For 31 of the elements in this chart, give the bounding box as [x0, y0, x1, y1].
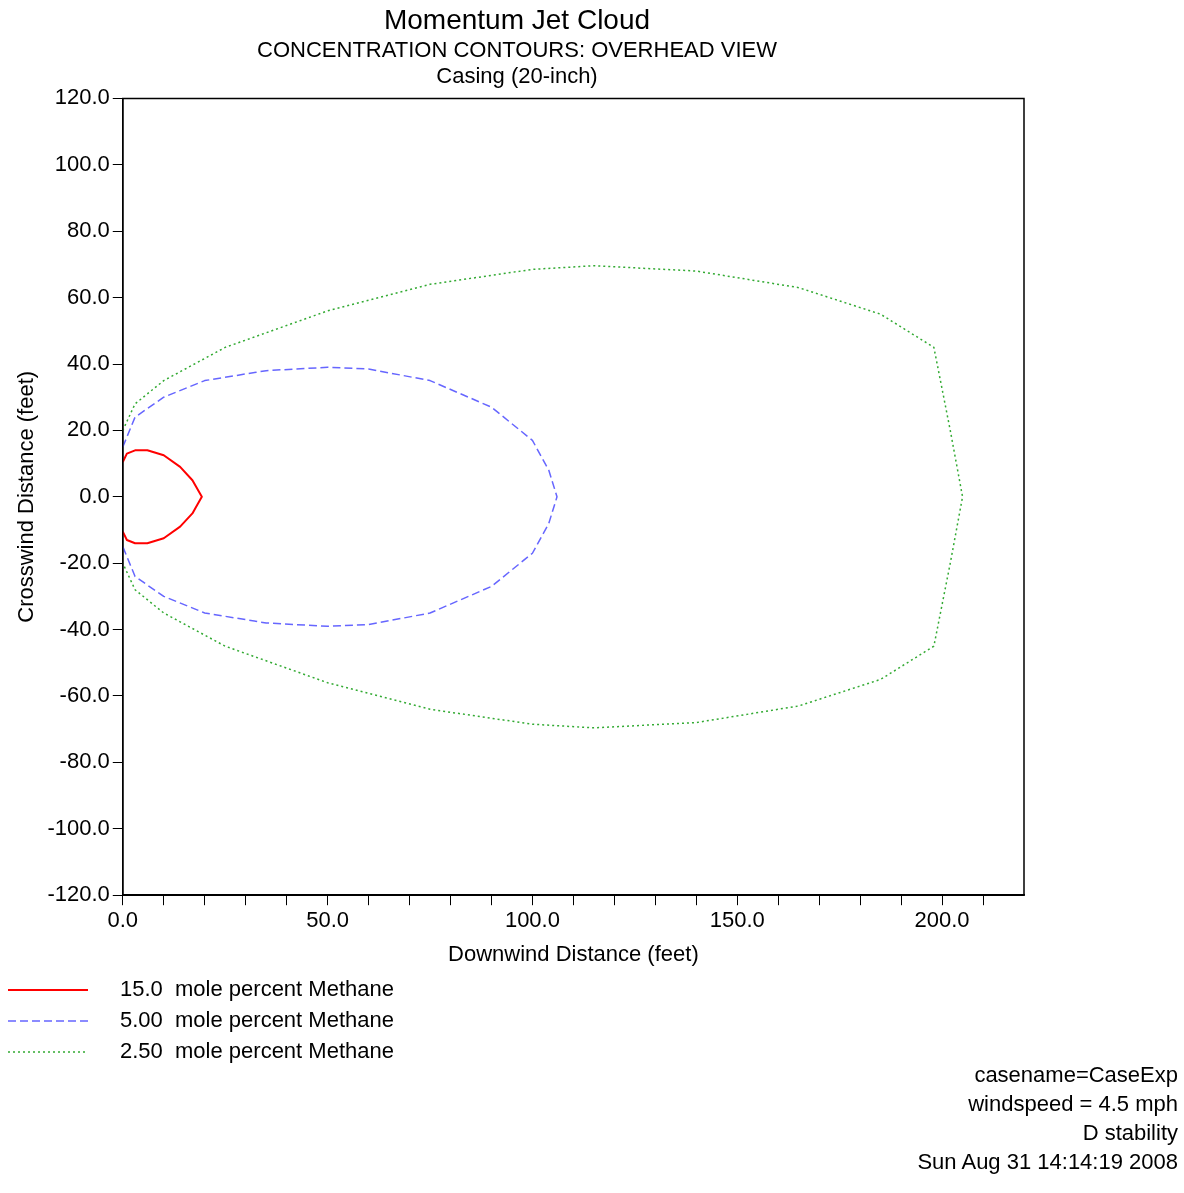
y-tick-label: 100.0	[54, 150, 110, 176]
y-tick-label: -40.0	[59, 615, 110, 641]
y-tick-label: -80.0	[59, 748, 110, 774]
line-series	[122, 366, 558, 628]
legend-label: 5.00 mole percent Methane	[120, 1007, 394, 1033]
chart-subtitle: CONCENTRATION CONTOURS: OVERHEAD VIEW Casing (20-inch)	[257, 36, 778, 89]
y-tick-label: -100.0	[47, 814, 110, 840]
y-tick-label: -20.0	[59, 549, 110, 575]
chart-title: Momentum Jet Cloud	[383, 3, 651, 35]
y-tick-label: 40.0	[66, 350, 110, 376]
y-axis-title: Crosswind Distance (feet)	[13, 370, 39, 623]
x-axis-title: Downwind Distance (feet)	[448, 940, 699, 966]
x-tick-label: 50.0	[306, 907, 350, 933]
text: windspeed = 4.5 mph	[967, 1090, 1178, 1118]
legend-label: 2.50 mole percent Methane	[120, 1038, 394, 1064]
y-tick-label: 120.0	[54, 84, 110, 110]
text: Sun Aug 31 14:14:19 2008	[917, 1148, 1178, 1176]
text: casename=CaseExp	[973, 1061, 1178, 1089]
y-tick-label: 20.0	[66, 416, 110, 442]
text: D stability	[1081, 1119, 1178, 1147]
y-tick-label: 80.0	[66, 217, 110, 243]
x-tick-label: 200.0	[914, 907, 970, 933]
y-tick-label: -60.0	[59, 682, 110, 708]
x-tick-label: 150.0	[709, 907, 765, 933]
y-tick-label: 60.0	[66, 283, 110, 309]
y-tick-label: 0.0	[79, 482, 110, 508]
legend-label: 15.0 mole percent Methane	[120, 976, 394, 1002]
x-tick-label: 100.0	[504, 907, 560, 933]
y-tick-label: -120.0	[47, 881, 110, 907]
line-series	[122, 264, 964, 729]
x-tick-label: 0.0	[107, 907, 139, 933]
